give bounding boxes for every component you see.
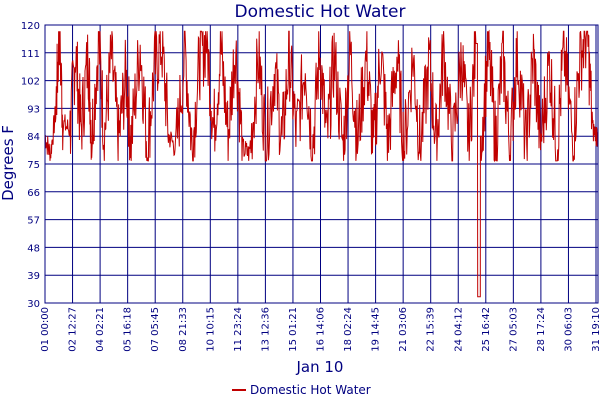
x-tick-label: 31 19:10 [591, 307, 600, 352]
x-tick-label: 02 12:27 [68, 307, 79, 352]
x-tick-label: 15 01:21 [288, 307, 299, 352]
x-tick-label: 27 05:03 [508, 307, 519, 352]
x-tick-label: 01 00:00 [40, 307, 51, 352]
y-tick-label: 111 [21, 49, 40, 60]
y-tick-label: 102 [21, 77, 40, 88]
y-tick-label: 93 [27, 104, 40, 115]
y-tick-label: 66 [27, 188, 40, 199]
y-axis-label: Degrees F [0, 125, 17, 201]
y-tick-label: 39 [27, 271, 40, 282]
y-axis-ticks: 30 39 48 57 66 75 84 93 102 111 120 [21, 21, 40, 310]
x-tick-label: 30 06:03 [563, 307, 574, 352]
y-tick-label: 75 [27, 160, 40, 171]
x-tick-label: 22 15:39 [426, 307, 437, 352]
x-axis-label: Jan 10 [296, 358, 344, 376]
x-tick-label: 05 16:18 [123, 307, 134, 352]
x-tick-label: 08 21:33 [178, 307, 189, 352]
x-tick-label: 04 02:21 [95, 307, 106, 352]
x-axis-ticks: 01 00:00 02 12:27 04 02:21 05 16:18 07 05:45… [40, 307, 600, 352]
x-tick-label: 25 16:42 [481, 307, 492, 352]
x-tick-label: 18 02:24 [343, 307, 354, 352]
x-tick-label: 16 14:06 [316, 307, 327, 352]
legend: Domestic Hot Water [232, 383, 371, 397]
y-tick-label: 48 [27, 243, 40, 254]
x-tick-label: 11 23:24 [233, 307, 244, 352]
x-tick-label: 28 17:24 [536, 307, 547, 352]
plot-frame [44, 24, 599, 304]
y-tick-label: 84 [27, 132, 40, 143]
series-layer [44, 29, 599, 298]
x-tick-label: 07 05:45 [150, 307, 161, 352]
x-tick-label: 13 12:36 [260, 307, 271, 352]
x-tick-label: 21 03:06 [398, 307, 409, 352]
legend-label: Domestic Hot Water [250, 383, 371, 397]
y-tick-label: 120 [21, 21, 40, 32]
chart-title: Domestic Hot Water [234, 2, 405, 22]
y-tick-label: 30 [27, 299, 40, 310]
y-tick-label: 57 [27, 216, 40, 227]
x-tick-label: 19 14:45 [371, 307, 382, 352]
x-tick-label: 24 04:12 [453, 307, 464, 352]
x-tick-label: 10 10:15 [205, 307, 216, 352]
series-line-domestic-hot-water [44, 29, 599, 298]
